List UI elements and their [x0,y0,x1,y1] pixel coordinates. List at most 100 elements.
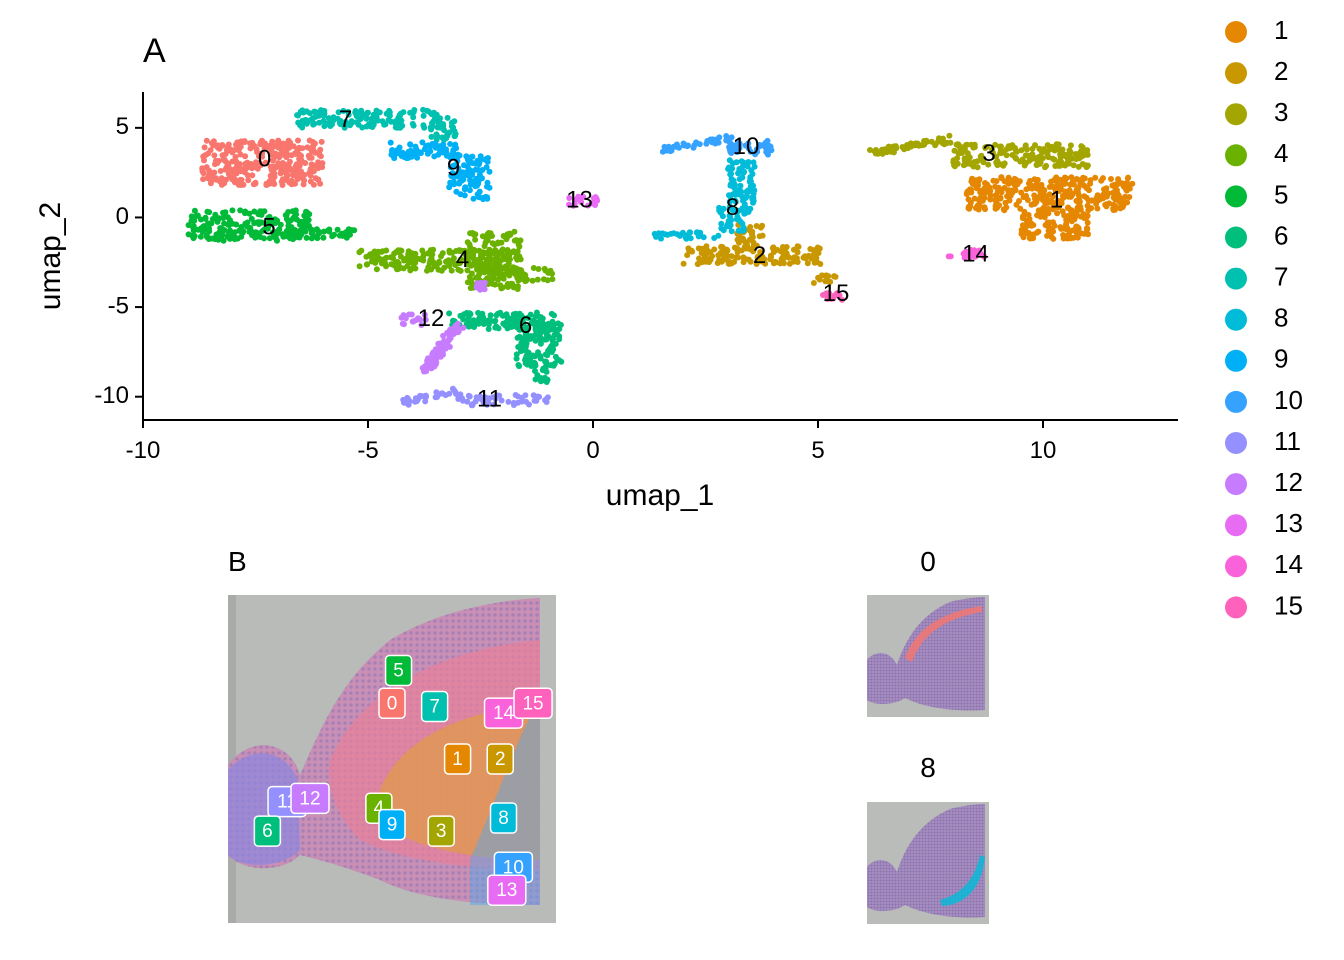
point-cluster-4 [516,243,523,250]
point-cluster-12 [474,280,481,287]
point-cluster-0 [201,144,208,151]
point-cluster-9 [447,154,454,161]
point-cluster-0 [219,152,226,159]
point-cluster-9 [467,177,474,184]
point-cluster-9 [463,153,470,160]
point-cluster-4 [500,275,507,282]
point-cluster-2 [734,245,741,252]
point-cluster-12 [481,286,488,293]
point-cluster-9 [440,149,447,156]
point-cluster-8 [736,176,743,183]
spatial-label-7: 7 [420,690,449,723]
point-cluster-5 [191,233,198,239]
point-cluster-4 [505,284,511,290]
legend-label: 2 [1274,56,1288,86]
point-cluster-8 [726,157,733,164]
label-text: 2 [495,749,506,770]
cluster-label-15: 15 [823,280,850,307]
point-cluster-4 [476,271,482,278]
point-cluster-2 [759,222,766,229]
point-cluster-7 [410,122,417,129]
point-cluster-10 [704,138,711,144]
point-cluster-4 [479,233,486,240]
point-cluster-6 [540,365,547,372]
point-cluster-8 [743,188,750,195]
point-cluster-3 [1043,162,1050,169]
point-cluster-3 [1048,144,1055,151]
label-text: 15 [522,693,543,714]
legend-label: 7 [1274,261,1288,291]
point-cluster-0 [231,170,238,177]
point-cluster-1 [1001,184,1008,191]
point-cluster-1 [1073,223,1080,230]
point-cluster-4 [481,243,488,250]
point-cluster-4 [511,228,518,235]
point-cluster-5 [256,230,263,237]
point-cluster-5 [283,228,290,235]
cluster-label-14: 14 [962,240,989,267]
point-cluster-12 [431,363,438,370]
point-cluster-1 [987,187,994,194]
point-cluster-11 [536,393,543,400]
point-cluster-1 [976,203,983,210]
point-cluster-0 [234,161,240,168]
cluster-label-2: 2 [753,242,766,269]
point-cluster-6 [543,322,550,328]
point-cluster-2 [734,236,741,243]
point-cluster-13 [585,202,592,209]
point-cluster-4 [457,267,464,274]
point-cluster-2 [694,261,701,267]
point-cluster-3 [1032,142,1038,149]
label-text: 14 [493,703,515,724]
point-cluster-5 [212,236,219,243]
point-cluster-1 [1073,176,1080,182]
point-cluster-1 [1053,204,1060,211]
point-cluster-1 [1073,210,1080,216]
point-cluster-4 [458,247,465,254]
point-cluster-2 [728,253,735,260]
cluster-label-8: 8 [726,194,739,221]
point-cluster-6 [450,317,456,324]
point-cluster-4 [382,260,389,267]
point-cluster-11 [473,394,480,401]
point-cluster-1 [1092,174,1099,181]
point-cluster-8 [725,222,732,229]
point-cluster-1 [976,176,983,183]
point-cluster-5 [290,215,297,222]
cluster-label-13: 13 [566,187,593,214]
point-cluster-8 [658,235,664,242]
point-cluster-7 [367,123,374,130]
point-cluster-7 [373,112,380,119]
spatial-label-12: 12 [290,782,330,815]
point-cluster-2 [684,252,691,259]
point-cluster-1 [992,203,999,210]
point-cluster-4 [506,272,513,279]
point-cluster-6 [525,314,532,321]
legend-swatch [1225,185,1247,208]
label-box [290,782,330,815]
point-cluster-2 [807,246,814,252]
point-cluster-8 [718,220,725,227]
point-cluster-6 [535,325,542,332]
point-cluster-10 [734,149,741,156]
point-cluster-0 [218,175,225,182]
point-cluster-8 [741,159,748,166]
point-cluster-7 [316,112,323,119]
point-cluster-4 [489,280,496,287]
point-cluster-3 [890,148,897,155]
point-cluster-1 [1031,192,1038,199]
point-cluster-1 [1117,198,1124,205]
tissue-image-8 [867,802,989,924]
point-cluster-8 [717,206,724,213]
point-cluster-0 [283,150,290,156]
point-cluster-6 [532,332,539,338]
point-cluster-2 [718,258,725,265]
point-cluster-1 [1064,205,1071,211]
point-cluster-3 [904,145,911,152]
point-cluster-3 [1018,147,1025,154]
point-cluster-7 [294,112,301,119]
point-cluster-5 [242,220,249,227]
label-text: 5 [393,660,404,681]
point-cluster-1 [1041,214,1048,221]
